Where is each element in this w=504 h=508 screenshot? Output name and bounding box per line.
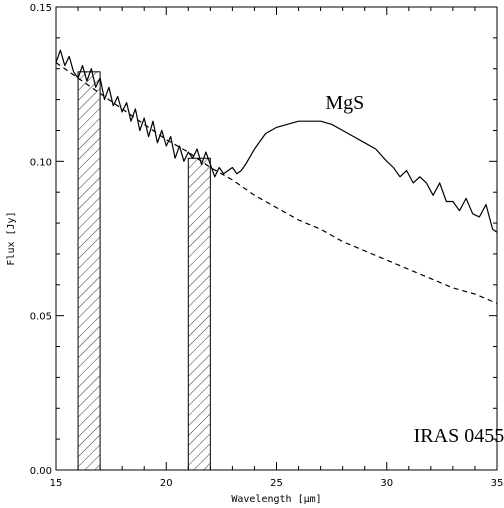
x-tick-label: 15 — [50, 478, 63, 489]
continuum-line — [55, 62, 498, 304]
x-tick-label: 35 — [491, 478, 504, 489]
x-tick-label: 25 — [270, 478, 283, 489]
data-series — [55, 49, 498, 304]
tick-labels: 15 20 25 30 35 0.00 0.05 0.10 0.15 — [30, 3, 504, 489]
y-axis-title: Flux [Jy] — [6, 211, 17, 265]
y-tick-label: 0.15 — [30, 3, 52, 14]
y-tick-label: 0.05 — [30, 312, 52, 323]
x-axis-title: Wavelength [μm] — [231, 494, 321, 505]
x-tick-label: 30 — [380, 478, 393, 489]
y-tick-label: 0.10 — [30, 157, 52, 168]
plot-frame — [55, 6, 498, 471]
hatched-band-2 — [187, 157, 211, 471]
axis-ticks — [55, 6, 498, 471]
y-tick-label: 0.00 — [30, 466, 52, 477]
x-tick-label: 20 — [160, 478, 173, 489]
hatched-band-1 — [77, 71, 101, 471]
source-label: IRAS 04557 — [414, 425, 504, 447]
feature-label: MgS — [325, 92, 364, 114]
spectrum-line — [55, 49, 498, 233]
annotations: MgS IRAS 04557 — [325, 92, 504, 447]
hatched-bands — [77, 71, 211, 471]
